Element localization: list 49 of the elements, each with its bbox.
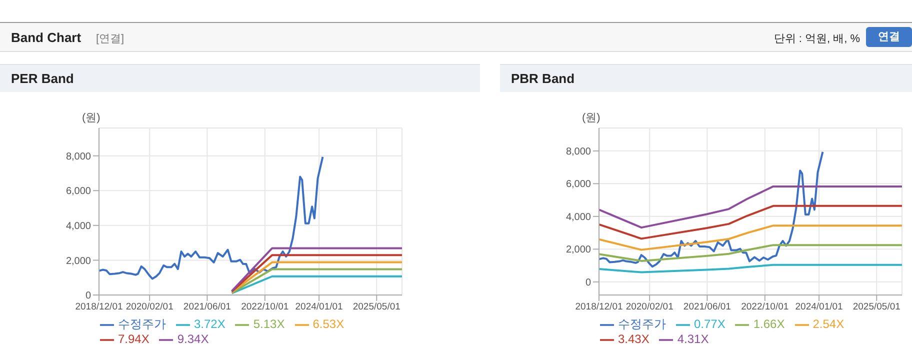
y-tick-label: 8,000 (566, 146, 592, 158)
x-tick-label: 2020/02/01 (626, 302, 674, 313)
line-series (599, 244, 902, 262)
line-series (599, 185, 902, 229)
y-tick-label: 4,000 (66, 220, 92, 232)
legend-label: 0.77X (694, 317, 726, 331)
text: Band Chart (11, 30, 82, 45)
x-tick-label: 2021/06/01 (183, 302, 231, 313)
legend-label: 4.31X (677, 332, 709, 346)
legend-label: 수정주가 (118, 317, 166, 331)
y-tick-label: 0 (585, 277, 592, 288)
y-tick-label: 6,000 (566, 179, 592, 190)
line-series (599, 264, 902, 274)
chart-title: PER Band (0, 64, 480, 92)
y-axis-title: (원) (82, 111, 100, 125)
legend-label: 3.72X (194, 317, 226, 331)
y-tick-label: 0 (85, 290, 92, 302)
legend-label: 6.53X (312, 317, 344, 331)
legend-label: 2.54X (812, 317, 844, 331)
x-tick-label: 2022/10/01 (741, 302, 789, 313)
x-tick-label: 2018/12/01 (575, 302, 623, 313)
x-tick-label: 2025/05/01 (352, 302, 400, 313)
x-tick-label: 2025/05/01 (852, 302, 900, 313)
x-tick-label: 2024/01/01 (295, 302, 343, 313)
legend-label: 수정주가 (618, 317, 666, 331)
legend-label: 7.94X (118, 332, 150, 346)
text: [연결] (96, 32, 124, 46)
x-tick-label: 2024/01/01 (795, 302, 843, 313)
y-tick-label: 8,000 (66, 151, 92, 162)
x-tick-label: 2022/10/01 (241, 302, 289, 313)
x-tick-label: 2018/12/01 (75, 302, 123, 313)
y-axis-title: (원) (582, 111, 600, 125)
y-tick-label: 6,000 (66, 186, 92, 198)
legend-label: 3.43X (618, 332, 650, 346)
line-series (599, 204, 902, 240)
line-series (599, 224, 902, 251)
x-tick-label: 2020/02/01 (126, 302, 174, 313)
text: 연결 (866, 27, 912, 47)
legend-label: 1.66X (753, 317, 785, 331)
text: 단위 : 억원, 배, % (774, 32, 860, 46)
y-tick-label: 2,000 (66, 256, 92, 267)
y-tick-label: 2,000 (566, 244, 592, 256)
line-series (599, 150, 824, 268)
legend-label: 9.34X (177, 332, 209, 346)
x-tick-label: 2021/06/01 (683, 302, 731, 313)
legend-label: 5.13X (253, 317, 285, 331)
y-tick-label: 4,000 (566, 212, 592, 223)
chart-title: PBR Band (500, 64, 912, 92)
line-series (99, 156, 324, 280)
